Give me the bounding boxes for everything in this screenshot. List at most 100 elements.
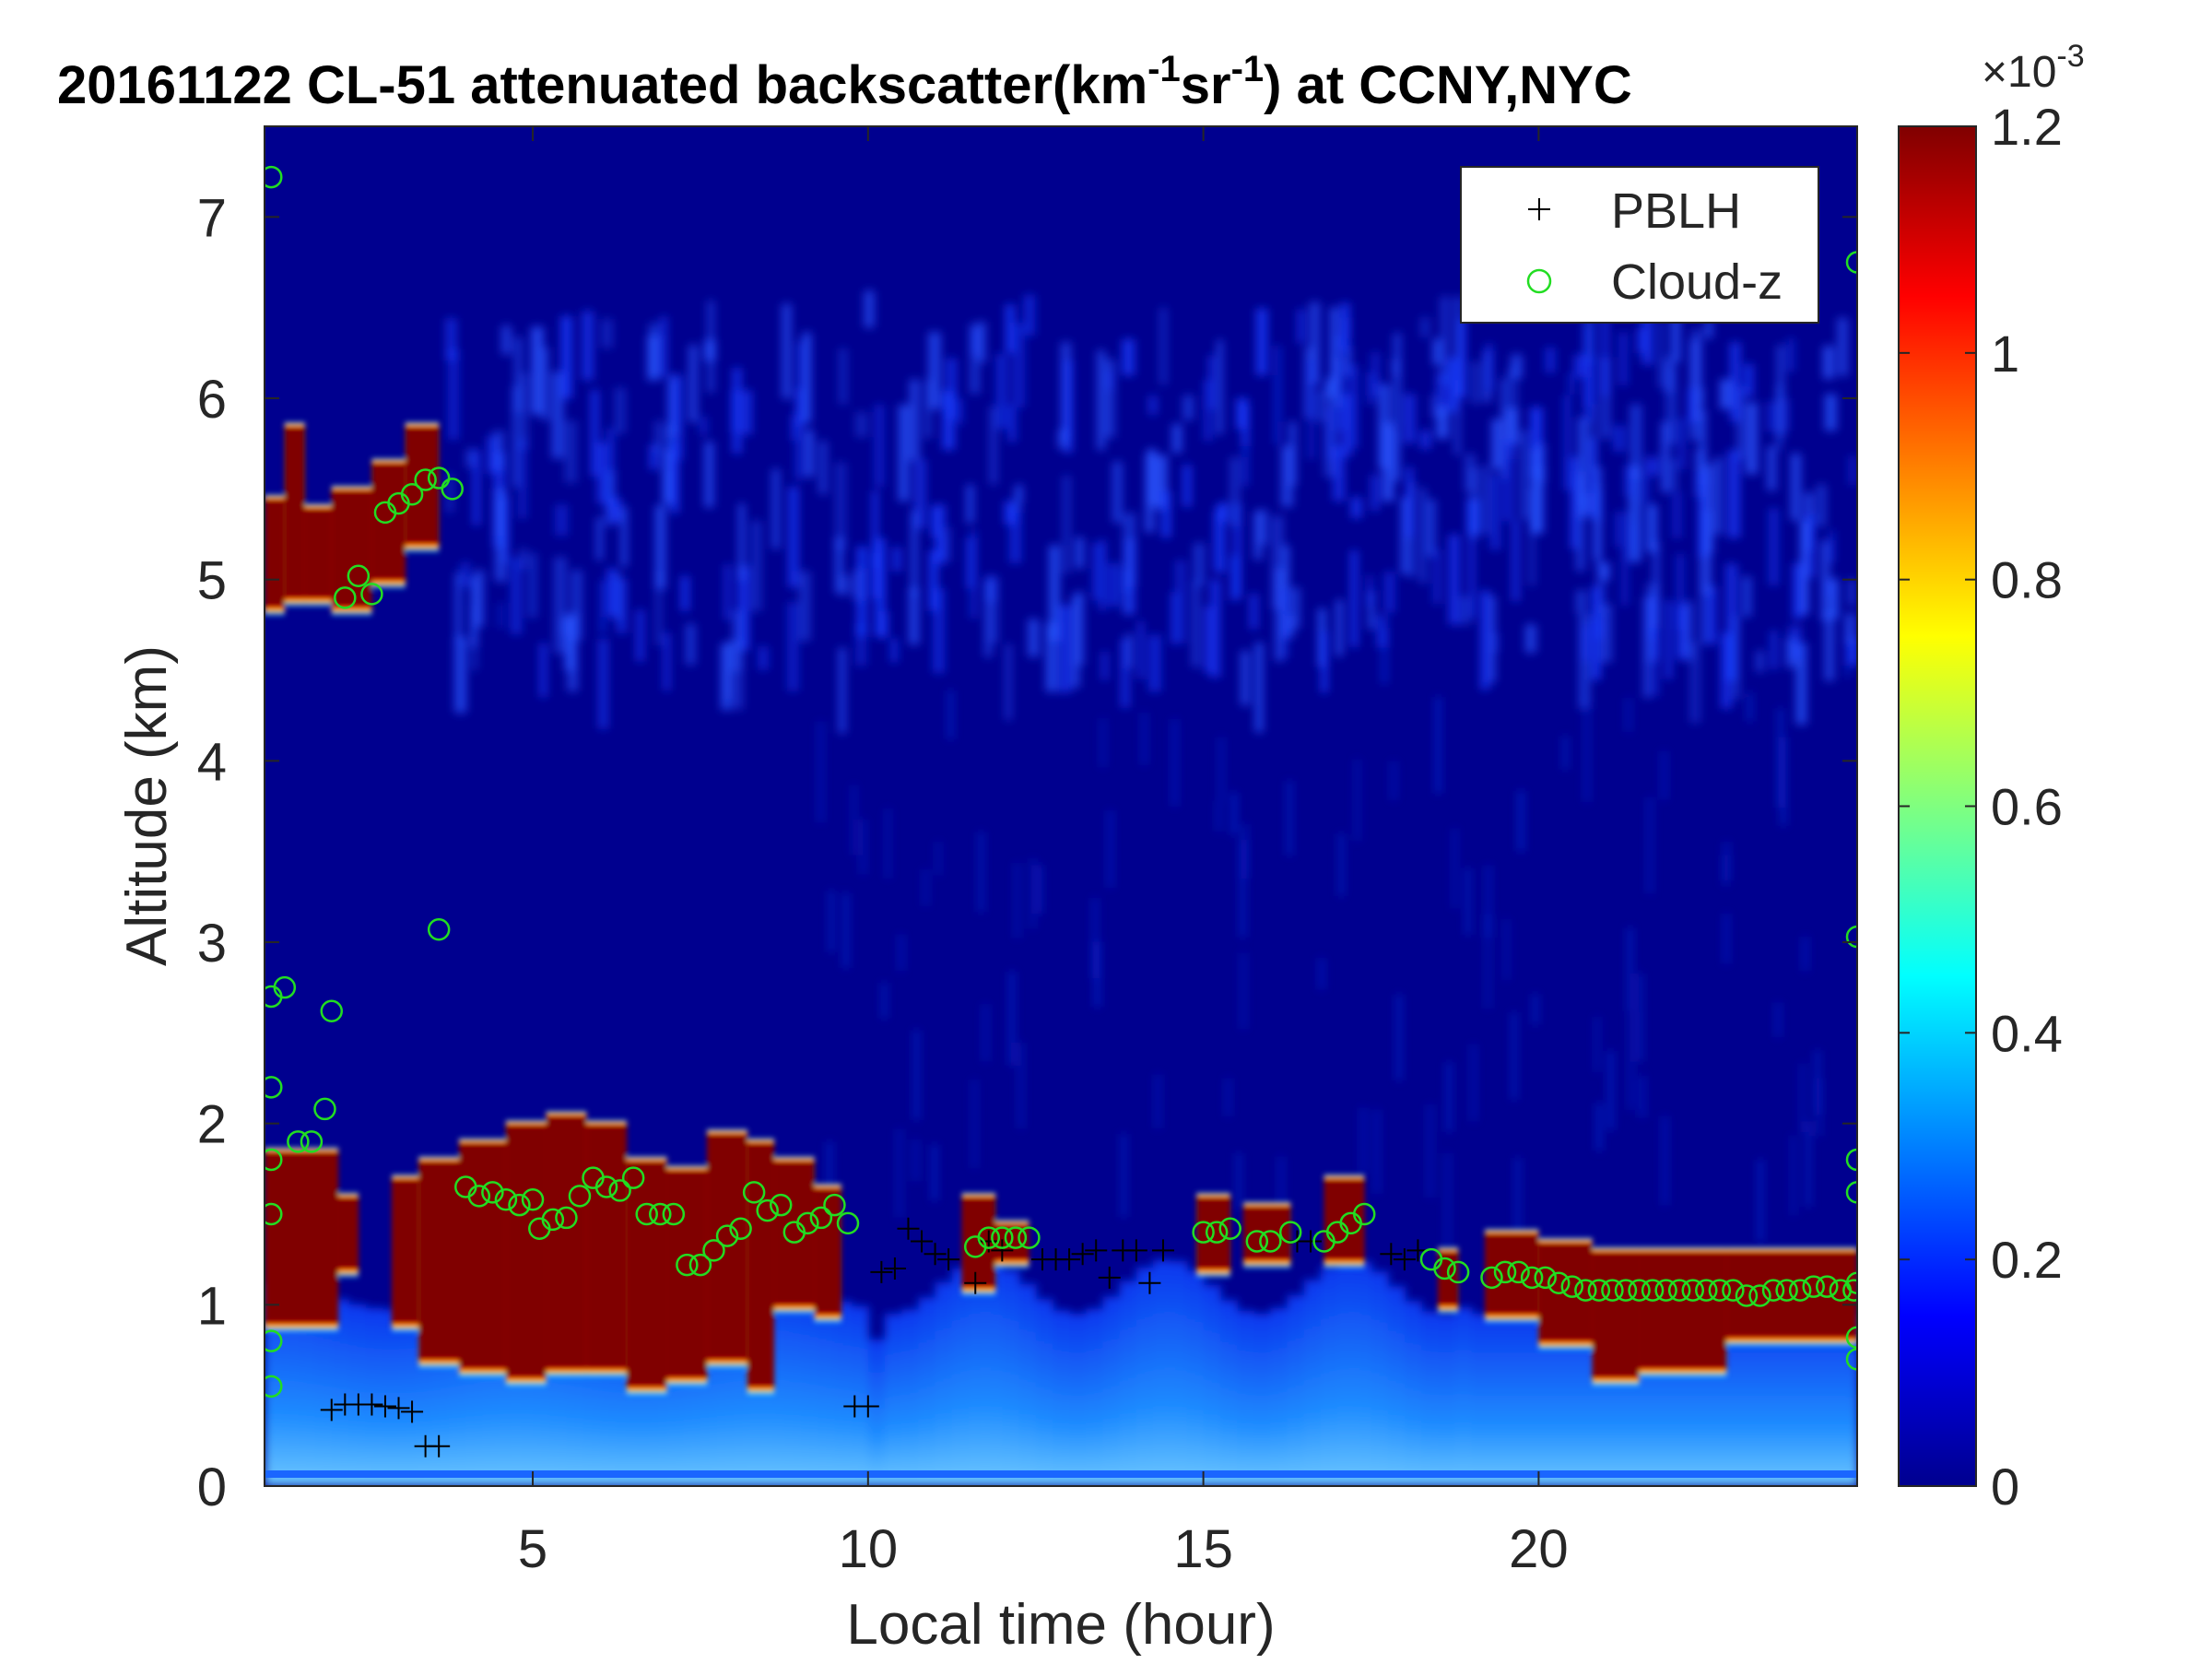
cloud-z-point: [1788, 1279, 1812, 1302]
pblh-point: [360, 1393, 383, 1416]
cloud-z-point: [400, 482, 424, 506]
texture-streak: [1766, 445, 1777, 491]
texture-streak: [1391, 761, 1397, 801]
texture-streak: [596, 442, 608, 504]
cloud-z-point: [1446, 1260, 1470, 1284]
texture-streak: [885, 808, 891, 879]
texture-streak: [1701, 464, 1714, 554]
pblh-point: [401, 1400, 424, 1423]
texture-streak: [786, 602, 799, 691]
cloud-z-point: [796, 1211, 819, 1235]
cloud-layer: [304, 509, 332, 598]
texture-streak: [1613, 425, 1626, 453]
texture-streak: [555, 504, 569, 537]
texture-streak: [1030, 858, 1036, 929]
texture-streak: [1661, 421, 1671, 493]
texture-streak: [842, 892, 849, 969]
texture-streak: [680, 575, 689, 611]
cloud-z-point: [1018, 1226, 1041, 1249]
texture-streak: [1383, 572, 1395, 613]
cloud-z-point: [481, 1181, 504, 1204]
aerosol-column: [1170, 1261, 1188, 1486]
texture-streak: [1733, 616, 1740, 700]
texture-streak: [582, 311, 594, 381]
texture-streak: [1820, 540, 1830, 621]
texture-streak: [983, 580, 993, 657]
pblh-point: [1058, 1248, 1081, 1271]
texture-streak: [1719, 379, 1733, 409]
texture-streak: [1721, 632, 1733, 709]
cloud-z-point: [1816, 1275, 1839, 1298]
texture-streak: [1271, 515, 1284, 609]
texture-streak: [1779, 398, 1790, 431]
aerosol-column: [1823, 1314, 1841, 1486]
texture-streak: [500, 325, 512, 355]
aerosol-column: [1337, 1259, 1356, 1486]
axis-ticks: [265, 126, 1857, 1487]
texture-streak: [966, 537, 975, 589]
texture-streak: [1419, 430, 1431, 450]
texture-streak: [957, 398, 964, 425]
cloud-z-point: [702, 1239, 725, 1262]
aerosol-column: [1203, 1284, 1221, 1486]
aerosol-column: [1790, 1314, 1808, 1486]
texture-streak: [1824, 611, 1835, 681]
texture-streak: [1107, 563, 1121, 607]
texture-streak: [1253, 511, 1263, 561]
texture-streak: [1340, 302, 1350, 351]
cloud-z-point: [508, 1193, 531, 1217]
texture-streak: [1101, 651, 1108, 680]
texture-streak: [1657, 320, 1665, 388]
aerosol-column: [1102, 1296, 1121, 1486]
texture-streak: [805, 430, 814, 478]
texture-streak: [1106, 371, 1113, 390]
texture-streak: [1625, 697, 1631, 732]
aerosol-column: [1135, 1267, 1155, 1486]
cloud-z-point: [265, 1329, 283, 1352]
texture-streak: [1776, 345, 1785, 438]
cloud-z-point: [594, 1175, 618, 1198]
cloud-z-point: [494, 1188, 518, 1211]
texture-streak: [1582, 624, 1590, 662]
texture-streak: [1208, 355, 1215, 410]
texture-streak: [1028, 619, 1040, 657]
pblh-point: [1138, 1271, 1161, 1294]
texture-streak: [1230, 456, 1241, 527]
texture-streak: [1092, 897, 1099, 979]
texture-streak: [946, 358, 957, 419]
cloud-layer: [505, 1125, 547, 1377]
texture-streak: [1829, 578, 1840, 620]
texture-streak: [1588, 404, 1597, 471]
texture-streak: [1241, 824, 1248, 879]
texture-streak: [1381, 628, 1388, 685]
texture-streak: [1846, 638, 1857, 666]
aerosol-column: [1219, 1300, 1238, 1486]
texture-streak: [564, 617, 575, 671]
aerosol-column: [968, 1260, 987, 1486]
cloud-z-point: [742, 1181, 766, 1204]
aerosol-column: [1522, 1314, 1540, 1486]
cloud-layer: [1485, 1233, 1539, 1315]
texture-streak: [971, 1079, 978, 1169]
texture-streak: [1639, 1075, 1645, 1118]
y-tick-label: 6: [197, 370, 227, 430]
texture-streak: [510, 557, 523, 635]
texture-streak: [1705, 585, 1717, 644]
cloud-layer: [418, 1162, 459, 1360]
texture-streak: [1491, 419, 1501, 469]
colorbar-tick-label: 0.4: [1991, 1004, 2063, 1062]
texture-streak: [1335, 599, 1343, 656]
texture-streak: [1755, 650, 1764, 673]
texture-streak: [1601, 304, 1609, 396]
texture-streak: [1828, 530, 1835, 563]
texture-streak: [704, 442, 714, 508]
cloud-layer: [626, 1162, 667, 1387]
texture-streak: [1008, 509, 1022, 563]
cloud-z-point: [1493, 1260, 1517, 1284]
aerosol-column: [901, 1309, 920, 1486]
texture-streak: [1242, 398, 1249, 487]
x-tick-label: 20: [1509, 1519, 1569, 1579]
texture-streak: [590, 389, 599, 477]
aerosol-column: [1303, 1280, 1322, 1486]
texture-streak: [1432, 338, 1441, 366]
